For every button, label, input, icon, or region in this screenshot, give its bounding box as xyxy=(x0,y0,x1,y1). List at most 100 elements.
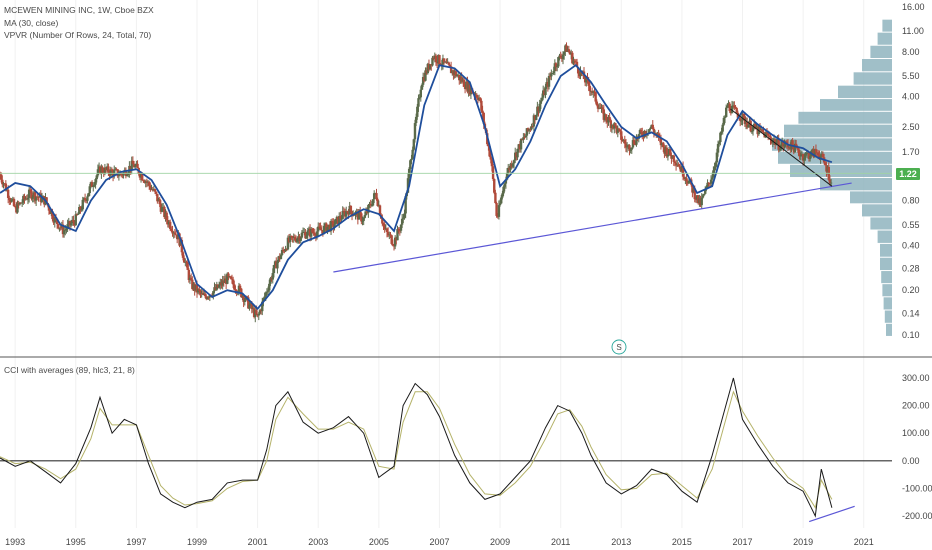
candle-body xyxy=(618,129,622,132)
price-tick-label: 0.10 xyxy=(902,330,920,340)
candle-body xyxy=(383,224,386,230)
candle-body xyxy=(339,216,342,220)
candle-body xyxy=(824,162,827,166)
candle-body xyxy=(502,186,505,194)
price-tick-label: 11.00 xyxy=(902,26,924,36)
cci-tick-label: 0.00 xyxy=(902,456,920,466)
candle-body xyxy=(370,205,374,207)
candle-body xyxy=(565,45,568,52)
candle-body xyxy=(783,144,786,147)
candle-body xyxy=(346,211,349,212)
legend-cci[interactable]: CCI with averages (89, hlc3, 21, 8) xyxy=(4,365,135,375)
last-price-text: 1.22 xyxy=(899,169,917,179)
candle-body xyxy=(53,217,56,223)
candle-body xyxy=(797,148,800,153)
candle-body xyxy=(761,129,764,132)
price-axis[interactable]: 16.00 11.00 8.00 5.50 4.00 2.50 1.70 0.80 0.55 0.… xyxy=(902,2,925,340)
time-tick-label: 2017 xyxy=(733,537,753,547)
candle-body xyxy=(74,214,77,226)
candle-body xyxy=(170,228,173,231)
candle-body xyxy=(26,197,30,200)
candle-body xyxy=(237,285,241,293)
candle-body xyxy=(673,161,677,164)
candle-body xyxy=(507,167,510,173)
candle-body xyxy=(382,223,385,225)
candle-body xyxy=(551,73,554,74)
candle-body xyxy=(491,166,495,180)
cci-axis[interactable]: 300.00 200.00 100.00 0.00 -100.00 -200.00 xyxy=(902,373,932,521)
candle-body xyxy=(801,154,805,161)
vpvr-bar xyxy=(882,19,892,32)
candle-body xyxy=(360,213,363,222)
time-tick-label: 2007 xyxy=(429,537,449,547)
candle-body xyxy=(620,131,623,140)
candle-body xyxy=(186,262,189,270)
candle-body xyxy=(638,130,642,135)
candle-body xyxy=(227,273,230,277)
time-tick-label: 1995 xyxy=(66,537,86,547)
candle-body xyxy=(623,140,626,144)
ma-line xyxy=(0,63,833,311)
candle-body xyxy=(311,228,314,233)
candle-body xyxy=(762,131,765,133)
candle-body xyxy=(720,131,723,133)
candle-body xyxy=(448,64,452,67)
candle-body xyxy=(396,229,399,241)
candle-body xyxy=(498,203,502,206)
time-tick-label: 1999 xyxy=(187,537,207,547)
time-axis[interactable]: 1993 1995 1997 1999 2001 2003 2005 2007 2009 2011… xyxy=(5,537,874,547)
candle-body xyxy=(30,190,33,199)
candle-body xyxy=(206,297,209,299)
candle-body xyxy=(406,178,410,193)
candle-body xyxy=(83,198,87,200)
legend-ma[interactable]: MA (30, close) xyxy=(4,18,58,28)
candle-body xyxy=(318,226,321,228)
candle-body xyxy=(639,130,643,132)
candle-body xyxy=(386,232,390,236)
event-marker[interactable] xyxy=(611,339,627,355)
candle-body xyxy=(726,105,729,108)
legend-title: MCEWEN MINING INC, 1W, Cboe BZX xyxy=(4,5,154,15)
candle-body xyxy=(572,60,575,64)
candle-body xyxy=(397,229,400,231)
candle-body xyxy=(276,261,279,269)
candle-body xyxy=(630,147,633,150)
candle-body xyxy=(773,139,777,145)
candle-body xyxy=(372,193,376,200)
legend-vpvr[interactable]: VPVR (Number Of Rows, 24, Total, 70) xyxy=(4,30,151,40)
candle-body xyxy=(291,236,294,238)
candle-body xyxy=(490,159,494,167)
candle-body xyxy=(794,143,798,148)
candle-body xyxy=(701,195,705,198)
candle-body xyxy=(381,218,384,224)
candle-body xyxy=(799,154,803,157)
price-tick-label: 0.40 xyxy=(902,240,920,250)
candle-body xyxy=(769,136,772,140)
cci-tick-label: -200.00 xyxy=(902,511,932,521)
candle-body xyxy=(271,273,274,280)
candle-body xyxy=(158,199,161,205)
candle-body xyxy=(47,205,51,211)
candle-body xyxy=(719,132,722,143)
candle-body xyxy=(4,183,8,191)
candle-body xyxy=(34,196,38,201)
candle-body xyxy=(266,290,270,292)
candle-body xyxy=(182,257,186,263)
candle-body xyxy=(231,279,235,285)
candle-body xyxy=(625,146,629,148)
candle-body xyxy=(8,197,11,200)
candle-body xyxy=(217,284,221,288)
candle-body xyxy=(588,85,592,92)
candle-body xyxy=(230,278,234,280)
candle-body xyxy=(203,293,207,297)
candle-body xyxy=(550,73,553,77)
candle-body xyxy=(808,156,812,159)
candle-body xyxy=(65,229,68,230)
candle-body xyxy=(411,149,414,159)
time-tick-label: 2001 xyxy=(248,537,268,547)
price-tick-label: 16.00 xyxy=(902,2,925,12)
candle-body xyxy=(378,205,382,215)
candle-body xyxy=(221,280,224,286)
candle-body xyxy=(250,303,253,310)
support-trendline xyxy=(333,182,852,273)
